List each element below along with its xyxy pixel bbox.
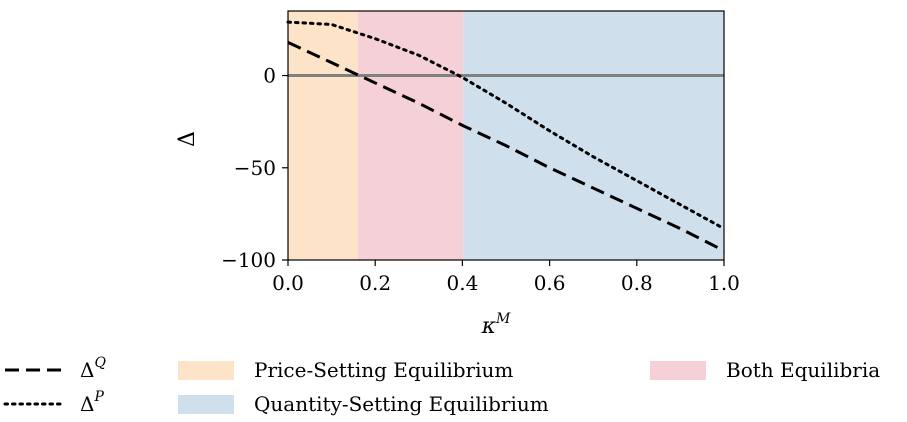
- x-axis-label-main: κ: [481, 314, 497, 339]
- region-1: [288, 11, 358, 260]
- y-tick-label: 0: [263, 64, 276, 88]
- regions-layer: [288, 11, 724, 260]
- x-axis-label: κM: [481, 311, 511, 339]
- series-line-dotted: [286, 20, 726, 231]
- legend-label-region-1: Price-Setting Equilibrium: [254, 358, 513, 382]
- legend-swatch-region-3: [178, 395, 234, 414]
- y-axis-label: Δ: [175, 131, 200, 147]
- x-tick-label: 0.8: [621, 271, 653, 295]
- region-2: [357, 11, 464, 260]
- legend: ΔQ ΔP Price-Setting Equilibrium Both Equili…: [3, 355, 880, 416]
- x-tick-label: 0.2: [359, 271, 391, 295]
- plot-frame: [287, 10, 725, 261]
- series-layer: [286, 20, 726, 253]
- y-tick-label: −50: [234, 156, 276, 180]
- x-tick-label: 1.0: [708, 271, 740, 295]
- y-tick-label: −100: [221, 248, 276, 272]
- x-tick-label: 0.0: [272, 271, 304, 295]
- x-axis-label-sup: M: [495, 311, 511, 327]
- ticks-layer: 0.0 0.2 0.4 0.6 0.8 1.0 0 −50 −100: [221, 64, 740, 295]
- x-tick-label: 0.6: [534, 271, 566, 295]
- legend-label-dashed: ΔQ: [80, 355, 106, 382]
- series-line-dashed: [287, 40, 725, 253]
- legend-label-region-3: Quantity-Setting Equilibrium: [254, 392, 549, 416]
- legend-label-dotted: ΔP: [80, 389, 104, 416]
- x-tick-label: 0.4: [446, 271, 478, 295]
- legend-swatch-region-1: [178, 361, 234, 380]
- legend-label-region-2: Both Equilibria: [726, 358, 880, 382]
- legend-swatch-region-2: [650, 361, 706, 380]
- axes-layer: [287, 10, 725, 261]
- region-3: [463, 11, 724, 260]
